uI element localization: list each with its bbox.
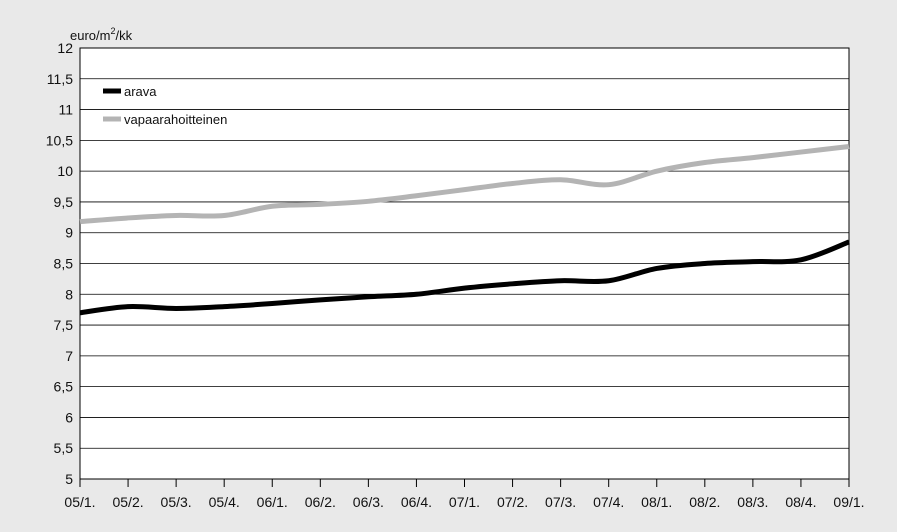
- x-tick-label: 08/1.: [641, 494, 672, 510]
- x-tick-label: 09/1.: [833, 494, 864, 510]
- legend: arava vapaarahoitteinen: [103, 84, 227, 127]
- x-tick-label: 06/2.: [305, 494, 336, 510]
- x-tick-label: 08/2.: [689, 494, 720, 510]
- x-tick-label: 06/3.: [353, 494, 384, 510]
- series-lines: [79, 144, 850, 316]
- y-axis-unit-label: euro/m2/kk: [70, 26, 133, 43]
- x-tick-label: 06/4.: [401, 494, 432, 510]
- legend-label-vapaarahoitteinen: vapaarahoitteinen: [124, 112, 227, 127]
- x-tick-label: 07/1.: [449, 494, 480, 510]
- y-tick-label: 5,5: [54, 440, 74, 456]
- x-tick-label: 07/3.: [545, 494, 576, 510]
- y-tick-label: 12: [57, 40, 73, 56]
- y-tick-label: 5: [65, 471, 73, 487]
- y-tick-label: 8,5: [54, 256, 74, 272]
- x-tick-label: 07/4.: [593, 494, 624, 510]
- gridlines: [80, 47, 849, 480]
- y-tick-labels: 12 11,5 11 10,5 10 9,5 9 8,5 8 7,5 7 6,5 6 5,5 5: [46, 40, 73, 487]
- series-line-arava: [79, 239, 850, 316]
- y-axis-unit-main: euro/m: [70, 28, 110, 43]
- y-tick-label: 7,5: [54, 317, 74, 333]
- y-tick-label: 9,5: [54, 194, 74, 210]
- y-tick-label: 8: [65, 286, 73, 302]
- x-tick-label: 08/4.: [785, 494, 816, 510]
- x-tick-label: 05/4.: [209, 494, 240, 510]
- y-tick-label: 11,5: [47, 71, 73, 87]
- x-tick-labels: 05/1. 05/2. 05/3. 05/4. 06/1. 06/2. 06/3. 06/4.…: [64, 479, 865, 510]
- y-axis-unit-tail: /kk: [115, 28, 132, 43]
- y-axis-unit-sup: 2: [110, 26, 115, 36]
- legend-label-arava: arava: [124, 84, 157, 99]
- x-tick-label: 05/2.: [112, 494, 143, 510]
- y-tick-label: 9: [65, 225, 73, 241]
- x-tick-label: 05/3.: [161, 494, 192, 510]
- y-tick-label: 6,5: [54, 379, 74, 395]
- x-tick-label: 07/2.: [497, 494, 528, 510]
- x-tick-label: 05/1.: [64, 494, 95, 510]
- x-tick-label: 06/1.: [257, 494, 288, 510]
- y-tick-label: 11: [58, 102, 73, 118]
- y-tick-label: 10,5: [46, 132, 73, 148]
- y-tick-label: 10: [57, 163, 73, 179]
- y-tick-label: 7: [65, 348, 73, 364]
- y-tick-label: 6: [65, 409, 73, 425]
- x-tick-label: 08/3.: [737, 494, 768, 510]
- series-line-vapaarahoitteinen: [79, 144, 850, 225]
